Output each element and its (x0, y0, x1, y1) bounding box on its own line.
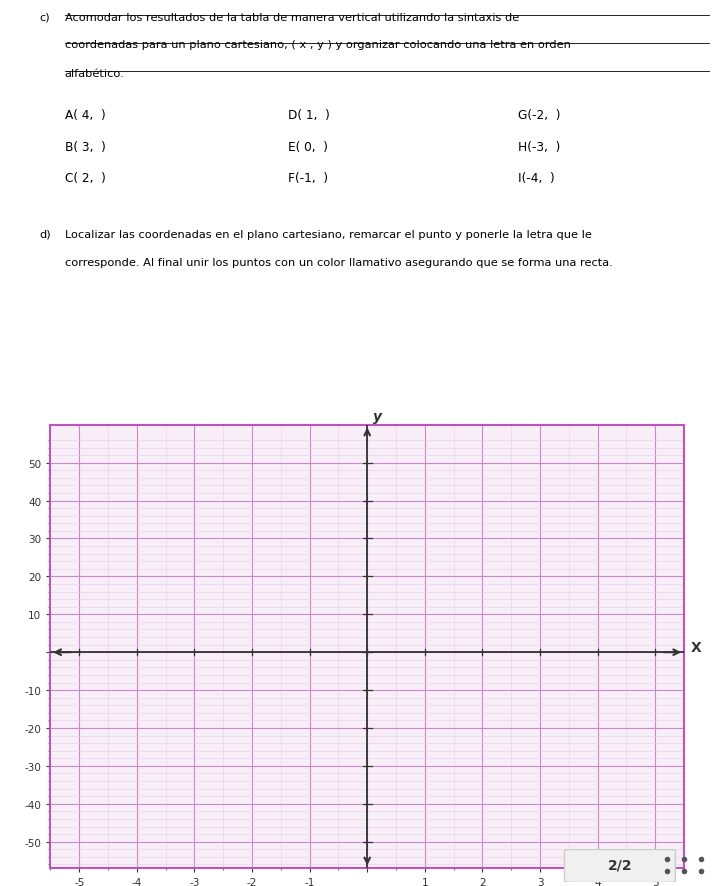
Text: 2/2: 2/2 (608, 858, 632, 872)
Text: d): d) (40, 229, 51, 239)
Text: D( 1,  ): D( 1, ) (288, 108, 330, 121)
Text: C( 2,  ): C( 2, ) (65, 172, 106, 185)
Text: H(-3,  ): H(-3, ) (518, 140, 561, 153)
Text: y: y (373, 409, 382, 424)
Text: corresponde. Al final unir los puntos con un color llamativo asegurando que se f: corresponde. Al final unir los puntos co… (65, 258, 613, 268)
Text: B( 3,  ): B( 3, ) (65, 140, 106, 153)
Text: Localizar las coordenadas en el plano cartesiano, remarcar el punto y ponerle la: Localizar las coordenadas en el plano ca… (65, 229, 592, 239)
Text: Acomodar los resultados de la tabla de manera vertical utilizando la sintaxis de: Acomodar los resultados de la tabla de m… (65, 12, 519, 23)
Text: alfabético.: alfabético. (65, 69, 125, 79)
Text: X: X (691, 640, 702, 654)
Text: F(-1,  ): F(-1, ) (288, 172, 328, 185)
Text: coordenadas para un plano cartesiano, ( x , y ) y organizar colocando una letra : coordenadas para un plano cartesiano, ( … (65, 41, 571, 51)
Text: I(-4,  ): I(-4, ) (518, 172, 555, 185)
Text: G(-2,  ): G(-2, ) (518, 108, 561, 121)
Text: E( 0,  ): E( 0, ) (288, 140, 328, 153)
Text: c): c) (40, 12, 50, 23)
Text: A( 4,  ): A( 4, ) (65, 108, 106, 121)
FancyBboxPatch shape (564, 850, 675, 882)
